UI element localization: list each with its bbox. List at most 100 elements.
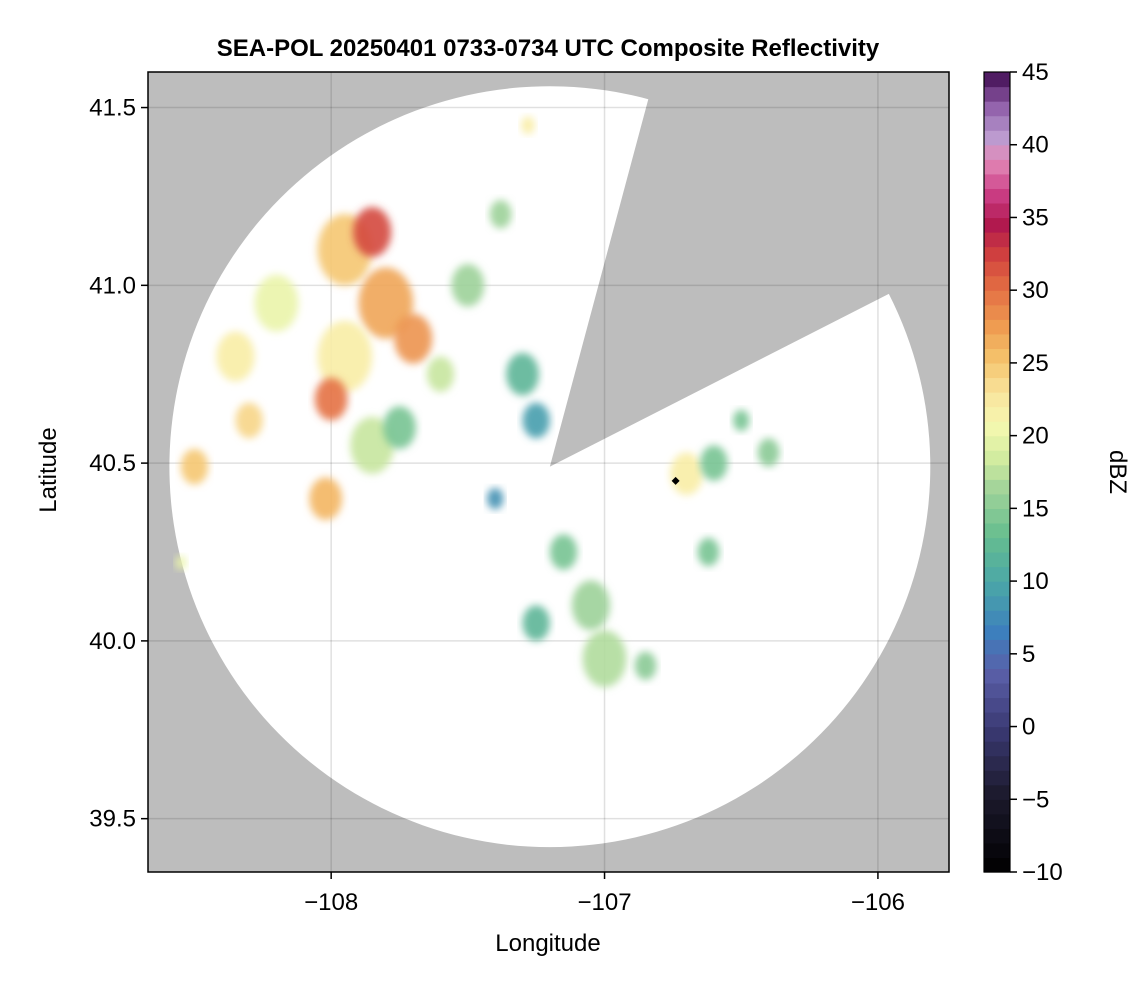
plot-area bbox=[148, 72, 949, 872]
colorbar: −10 −5 0 5 10 15 20 25 30 35 40 45 bbox=[983, 59, 1063, 886]
y-tick-label: 40.5 bbox=[89, 450, 136, 477]
colorbar-segment bbox=[984, 290, 1010, 306]
colorbar-segment bbox=[984, 333, 1010, 349]
echo-cell bbox=[522, 402, 550, 439]
colorbar-segment bbox=[984, 450, 1010, 466]
echo-cell bbox=[309, 477, 343, 520]
colorbar-segment bbox=[984, 275, 1010, 291]
colorbar-segment bbox=[984, 348, 1010, 364]
echo-cell bbox=[235, 402, 263, 439]
echo-cell bbox=[670, 452, 703, 496]
colorbar-tick-label: 45 bbox=[1022, 59, 1049, 86]
echo-cell bbox=[314, 377, 348, 421]
y-tick-label: 41.5 bbox=[89, 95, 136, 122]
colorbar-segment bbox=[984, 566, 1010, 582]
colorbar-segment bbox=[984, 726, 1010, 742]
colorbar-segment bbox=[984, 362, 1010, 379]
colorbar-segment bbox=[984, 304, 1010, 320]
colorbar-tick-label: 30 bbox=[1022, 277, 1049, 304]
echo-cell bbox=[522, 605, 550, 641]
colorbar-tick-label: 25 bbox=[1022, 350, 1049, 377]
colorbar-label: dBZ bbox=[1104, 450, 1131, 494]
echo-cell bbox=[175, 555, 187, 570]
echo-cell bbox=[317, 320, 373, 393]
colorbar-segment bbox=[984, 682, 1010, 699]
echo-cell bbox=[383, 406, 416, 449]
echo-cell bbox=[634, 651, 657, 680]
colorbar-tick-label: 10 bbox=[1022, 568, 1049, 595]
echo-cell bbox=[757, 438, 780, 467]
colorbar-segment bbox=[984, 319, 1010, 335]
echo-cell bbox=[489, 200, 512, 229]
colorbar-segment bbox=[984, 101, 1010, 117]
colorbar-segment bbox=[984, 813, 1010, 829]
echo-cell bbox=[180, 448, 209, 485]
echo-layer bbox=[175, 116, 780, 688]
colorbar-segment bbox=[984, 232, 1010, 248]
colorbar-segment bbox=[984, 72, 1010, 88]
colorbar-segment bbox=[984, 784, 1010, 800]
y-axis-label: Latitude bbox=[35, 427, 62, 512]
colorbar-segment bbox=[984, 86, 1010, 102]
colorbar-segment bbox=[984, 493, 1010, 509]
x-tick-label: −107 bbox=[578, 889, 632, 916]
echo-cell bbox=[506, 352, 539, 396]
colorbar-segment bbox=[984, 246, 1010, 262]
colorbar-segment bbox=[984, 479, 1010, 495]
colorbar-segment bbox=[984, 173, 1010, 189]
colorbar-segment bbox=[984, 144, 1010, 160]
colorbar-frame bbox=[983, 71, 1011, 873]
colorbar-segment bbox=[984, 464, 1010, 480]
colorbar-tick-label: −10 bbox=[1022, 859, 1063, 886]
colorbar-tick-label: 40 bbox=[1022, 132, 1049, 159]
colorbar-segment bbox=[984, 697, 1010, 713]
colorbar-segment bbox=[984, 130, 1010, 146]
y-tick-label: 41.0 bbox=[89, 272, 136, 299]
echo-cell bbox=[571, 580, 610, 631]
colorbar-segment bbox=[984, 799, 1010, 815]
colorbar-segment bbox=[984, 668, 1010, 684]
echo-cell bbox=[700, 445, 728, 481]
colorbar-segment bbox=[984, 435, 1010, 451]
echo-cell bbox=[451, 264, 485, 307]
colorbar-tick-label: 20 bbox=[1022, 423, 1049, 450]
x-tick-label: −106 bbox=[851, 889, 905, 916]
colorbar-segment bbox=[984, 202, 1010, 219]
colorbar-segment bbox=[984, 406, 1010, 422]
colorbar-segment bbox=[984, 392, 1010, 408]
colorbar-segment bbox=[984, 159, 1010, 175]
site-marker bbox=[671, 476, 680, 485]
x-axis-label: Longitude bbox=[495, 930, 600, 957]
x-axis-ticks: −108 −107 −106 bbox=[304, 872, 905, 916]
colorbar-segment bbox=[984, 552, 1010, 568]
echo-cell bbox=[486, 487, 504, 510]
echo-cell bbox=[254, 274, 299, 332]
colorbar-segment bbox=[984, 508, 1010, 524]
colorbar-segment bbox=[984, 217, 1010, 233]
echo-cell bbox=[582, 630, 627, 688]
echo-cell bbox=[353, 207, 392, 257]
plot-frame bbox=[147, 71, 950, 873]
echo-cell bbox=[358, 267, 414, 339]
colorbar-segment bbox=[984, 624, 1010, 640]
colorbar-segment bbox=[984, 653, 1010, 669]
colorbar-tick-label: 0 bbox=[1022, 714, 1035, 741]
x-tick-label: −108 bbox=[304, 889, 358, 916]
colorbar-segment bbox=[984, 581, 1010, 597]
y-axis-ticks: 39.5 40.0 40.5 41.0 41.5 bbox=[89, 95, 148, 833]
y-tick-label: 40.0 bbox=[89, 628, 136, 655]
colorbar-segment bbox=[984, 188, 1010, 204]
colorbar-segment bbox=[984, 857, 1010, 873]
echo-cell bbox=[697, 537, 720, 567]
colorbar-segment bbox=[984, 712, 1010, 728]
colorbar-segment bbox=[984, 741, 1010, 757]
colorbar-tick-label: 15 bbox=[1022, 495, 1049, 522]
site-marker-diamond bbox=[671, 476, 680, 485]
echo-cell bbox=[549, 534, 578, 570]
grid-lines bbox=[148, 72, 949, 872]
colorbar-tick-label: −5 bbox=[1022, 786, 1049, 813]
colorbar-segment bbox=[984, 522, 1010, 539]
colorbar-segment bbox=[984, 115, 1010, 131]
colorbar-segment bbox=[984, 755, 1010, 771]
